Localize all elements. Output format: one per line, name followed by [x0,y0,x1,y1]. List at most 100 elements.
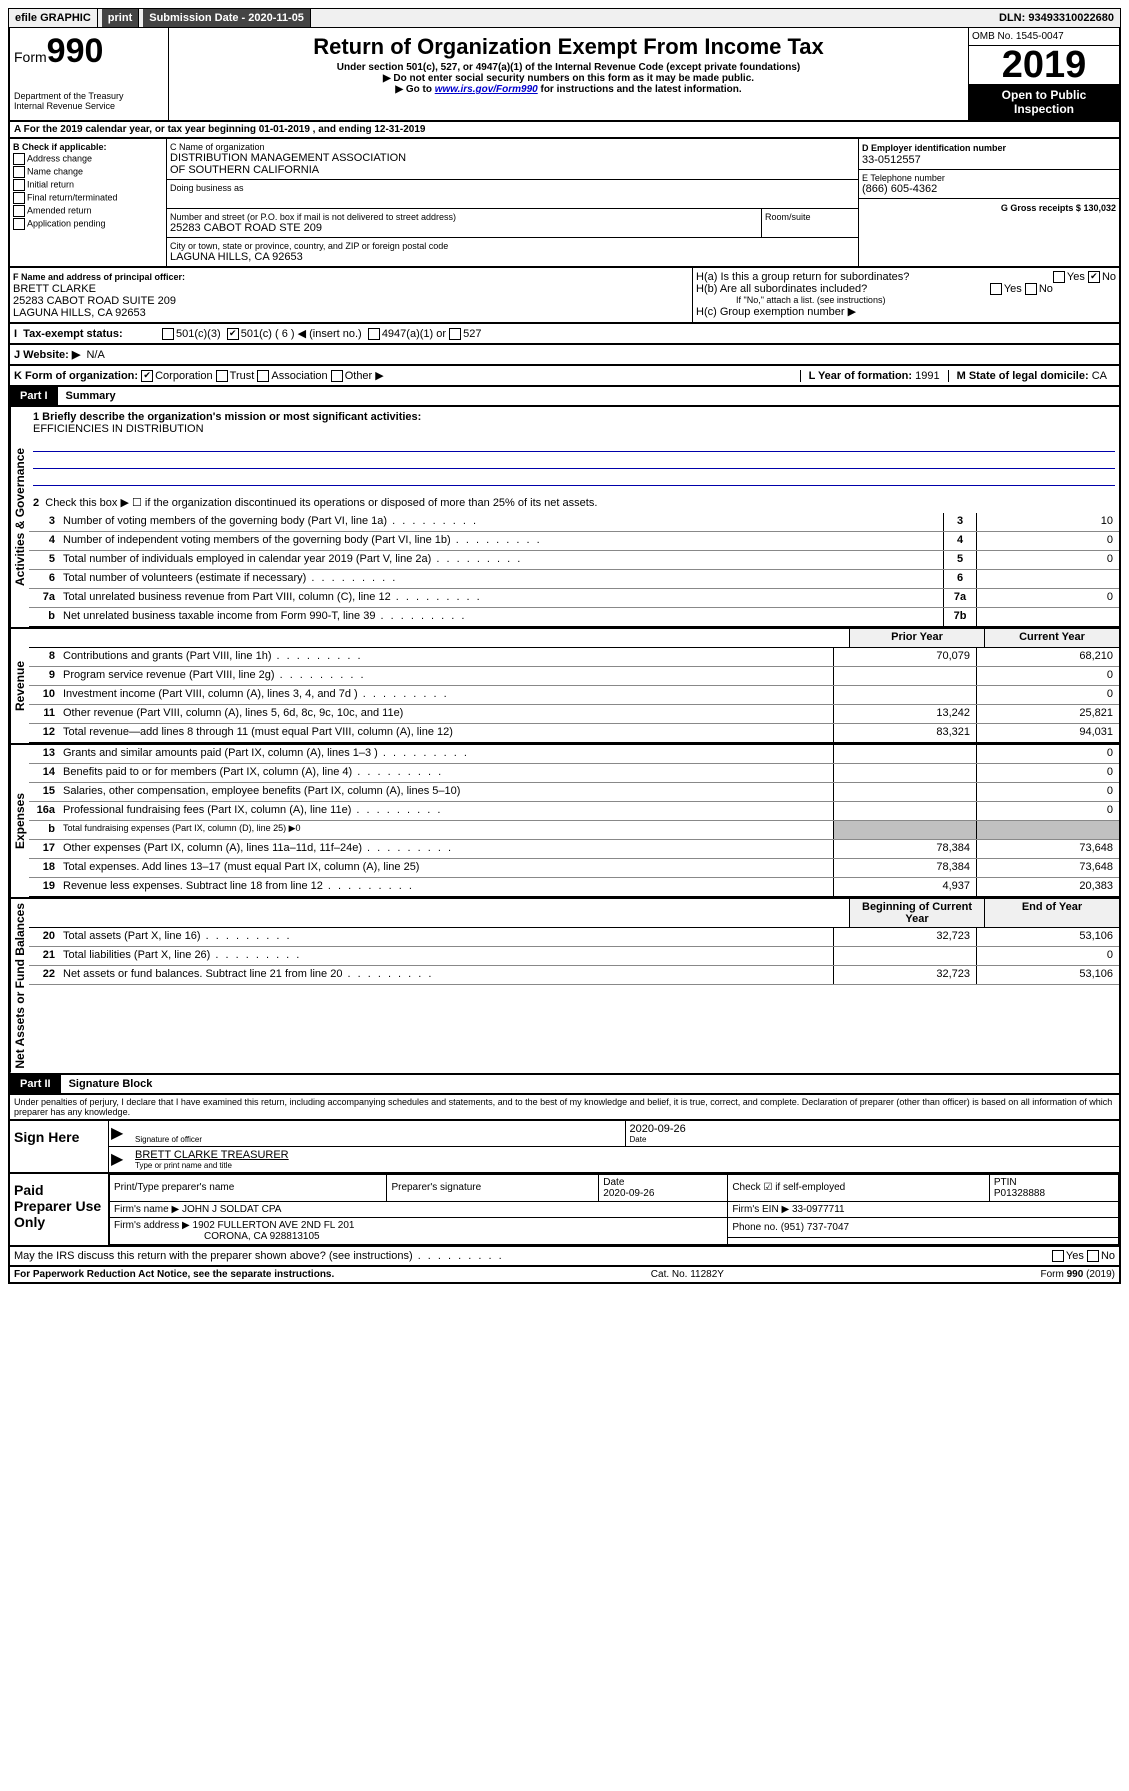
vlabel-net: Net Assets or Fund Balances [10,899,29,1073]
header-left: Form990 Department of the Treasury Inter… [10,28,169,120]
cb-final[interactable]: Final return/terminated [13,192,163,204]
form-note1: ▶ Do not enter social security numbers o… [177,73,960,84]
part2-header: Part II Signature Block [8,1075,1121,1095]
line-14: 14Benefits paid to or for members (Part … [29,764,1119,783]
form-note2: ▶ Go to www.irs.gov/Form990 for instruct… [177,84,960,95]
note2-post: for instructions and the latest informat… [538,84,742,95]
line-7a: 7aTotal unrelated business revenue from … [29,589,1119,608]
cb-trust[interactable] [216,370,228,382]
vlabel-revenue: Revenue [10,629,29,743]
line-7b: bNet unrelated business taxable income f… [29,608,1119,627]
line-16a: 16aProfessional fundraising fees (Part I… [29,802,1119,821]
paid-preparer-section: Paid Preparer Use Only Print/Type prepar… [8,1174,1121,1247]
sig-date: 2020-09-26 Date [625,1121,1120,1146]
paid-label: Paid Preparer Use Only [10,1174,109,1245]
cb-pending[interactable]: Application pending [13,218,163,230]
irs-link[interactable]: www.irs.gov/Form990 [435,84,538,95]
line-a: A For the 2019 calendar year, or tax yea… [8,122,1121,139]
form-title: Return of Organization Exempt From Incom… [177,34,960,60]
cb-discuss-yes[interactable] [1052,1250,1064,1262]
cb-amended[interactable]: Amended return [13,205,163,217]
cb-501c3[interactable] [162,328,174,340]
room-label: Room/suite [765,212,855,222]
dept-treasury: Department of the Treasury [14,91,164,101]
box-l: L Year of formation: 1991 [800,370,948,382]
q2-text: Check this box ▶ ☐ if the organization d… [45,497,597,509]
note2-pre: ▶ Go to [395,84,434,95]
vlabel-governance: Activities & Governance [10,407,29,627]
line-3: 3Number of voting members of the governi… [29,513,1119,532]
website-value: N/A [86,349,104,361]
te-opt4: 527 [463,328,481,340]
print-button[interactable]: print [102,9,139,27]
dba-block: Doing business as [167,180,858,209]
city-block: City or town, state or province, country… [167,238,858,266]
line-5: 5Total number of individuals employed in… [29,551,1119,570]
officer-name: BRETT CLARKE [13,283,689,295]
netassets-section: Net Assets or Fund Balances Beginning of… [8,899,1121,1075]
tax-year: 2019 [969,46,1119,84]
line-4: 4Number of independent voting members of… [29,532,1119,551]
line-19: 19Revenue less expenses. Subtract line 1… [29,878,1119,897]
sign-here-label: Sign Here [10,1121,109,1172]
city-label: City or town, state or province, country… [170,241,855,251]
top-bar: efile GRAPHIC print Submission Date - 20… [8,8,1121,28]
form-header: Form990 Department of the Treasury Inter… [8,28,1121,122]
box-b: B Check if applicable: Address change Na… [10,139,167,266]
box-b-label: B Check if applicable: [13,142,107,152]
officer-label: F Name and address of principal officer: [13,272,185,282]
line-8: 8Contributions and grants (Part VIII, li… [29,648,1119,667]
te-opt2: 501(c) ( 6 ) ◀ (insert no.) [241,327,362,340]
officer-addr2: LAGUNA HILLS, CA 92653 [13,307,689,319]
prep-h4: Check ☑ if self-employed [728,1174,990,1201]
h-a: H(a) Is this a group return for subordin… [696,271,1116,283]
line-9: 9Program service revenue (Part VIII, lin… [29,667,1119,686]
entity-info: B Check if applicable: Address change Na… [8,139,1121,268]
cb-501c[interactable]: ✔ [227,328,239,340]
form-prefix: Form [14,49,47,65]
discuss-text: May the IRS discuss this return with the… [14,1250,504,1262]
cb-4947[interactable] [368,328,380,340]
phone-label: E Telephone number [862,173,1116,183]
box-d: D Employer identification number 33-0512… [859,139,1119,170]
part1-header: Part I Summary [8,387,1121,407]
vlabel-expenses: Expenses [10,745,29,897]
cb-other[interactable] [331,370,343,382]
box-g: G Gross receipts $ 130,032 [859,199,1119,217]
spacer [315,15,989,21]
gross-value: 130,032 [1083,203,1116,213]
cb-discuss-no[interactable] [1087,1250,1099,1262]
line-18: 18Total expenses. Add lines 13–17 (must … [29,859,1119,878]
part1-title: Summary [58,387,124,405]
gross-label: G Gross receipts $ [1001,203,1081,213]
submission-date: Submission Date - 2020-11-05 [143,9,311,27]
sig-officer: Signature of officer [131,1121,625,1146]
line-10: 10Investment income (Part VIII, column (… [29,686,1119,705]
cb-assoc[interactable] [257,370,269,382]
governance-section: Activities & Governance 1 Briefly descri… [8,407,1121,629]
line-17: 17Other expenses (Part IX, column (A), l… [29,840,1119,859]
cb-address[interactable]: Address change [13,153,163,165]
addr-value: 25283 CABOT ROAD STE 209 [170,222,758,234]
cb-initial[interactable]: Initial return [13,179,163,191]
org-name-block: C Name of organization DISTRIBUTION MANA… [167,139,858,180]
mission-text: EFFICIENCIES IN DISTRIBUTION [33,423,1115,435]
cb-corp[interactable]: ✔ [141,370,153,382]
website-label: J Website: ▶ [14,348,80,361]
q1-label: 1 Briefly describe the organization's mi… [33,411,421,423]
footer-mid: Cat. No. 11282Y [651,1269,724,1280]
net-header: Beginning of Current YearEnd of Year [29,899,1119,928]
line-21: 21Total liabilities (Part X, line 26)0 [29,947,1119,966]
line-6: 6Total number of volunteers (estimate if… [29,570,1119,589]
open-public: Open to Public Inspection [969,84,1119,120]
cb-name[interactable]: Name change [13,166,163,178]
hb-label: H(b) Are all subordinates included? [696,283,867,295]
org-name-1: DISTRIBUTION MANAGEMENT ASSOCIATION [170,152,855,164]
box-m: M State of legal domicile: CA [948,370,1115,382]
prep-h2: Preparer's signature [387,1174,599,1201]
fh-row: F Name and address of principal officer:… [8,268,1121,324]
phone-value: (866) 605-4362 [862,183,1116,195]
line-13: 13Grants and similar amounts paid (Part … [29,745,1119,764]
rev-header: Prior YearCurrent Year [29,629,1119,648]
cb-527[interactable] [449,328,461,340]
